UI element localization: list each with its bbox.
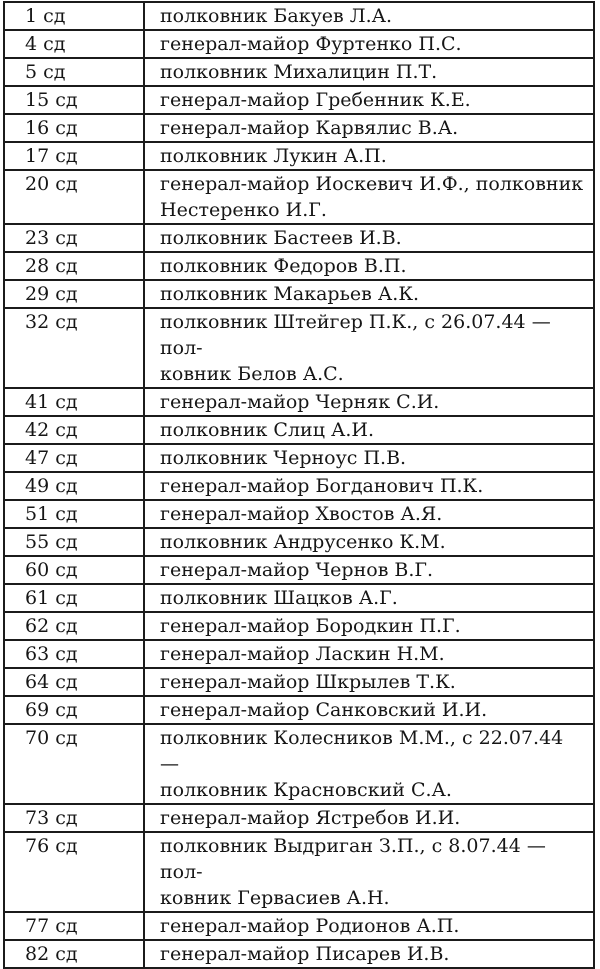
commander-cell: генерал-майор Санковский И.И. (143, 695, 595, 725)
division-cell: 73 сд (3, 803, 145, 833)
commander-cell: полковник Слиц А.И. (143, 415, 595, 445)
table-row: 16 сд генерал-майор Карвялис В.А. (3, 113, 595, 143)
table-row: 32 сд полковник Штейгер П.К., с 26.07.44… (3, 307, 595, 389)
table-row: 5 сд полковник Михалицин П.Т. (3, 57, 595, 87)
division-cell: 47 сд (3, 443, 145, 473)
division-cell: 42 сд (3, 415, 145, 445)
commander-cell: генерал-майор Карвялис В.А. (143, 113, 595, 143)
table-row: 17 сд полковник Лукин А.П. (3, 141, 595, 171)
division-cell: 64 сд (3, 667, 145, 697)
commander-cell: генерал-майор Богданович П.К. (143, 471, 595, 501)
table-row: 51 сд генерал-майор Хвостов А.Я. (3, 499, 595, 529)
commander-cell: генерал-майор Гребенник К.Е. (143, 85, 595, 115)
table-row: 49 сд генерал-майор Богданович П.К. (3, 471, 595, 501)
commander-cell: полковник Бакуев Л.А. (143, 1, 595, 31)
commander-cell: генерал-майор Ястребов И.И. (143, 803, 595, 833)
commander-cell: генерал-майор Шкрылев Т.К. (143, 667, 595, 697)
division-cell: 63 сд (3, 639, 145, 669)
table-row: 4 сд генерал-майор Фуртенко П.С. (3, 29, 595, 59)
table-row: 73 сд генерал-майор Ястребов И.И. (3, 803, 595, 833)
division-cell: 60 сд (3, 555, 145, 585)
table-row: 62 сд генерал-майор Бородкин П.Г. (3, 611, 595, 641)
table-row: 29 сд полковник Макарьев А.К. (3, 279, 595, 309)
commander-cell: полковник Лукин А.П. (143, 141, 595, 171)
commander-cell: генерал-майор Хвостов А.Я. (143, 499, 595, 529)
commander-cell: полковник Колесников М.М., с 22.07.44 — … (143, 723, 595, 805)
table-row: 60 сд генерал-майор Чернов В.Г. (3, 555, 595, 585)
division-cell: 41 сд (3, 387, 145, 417)
division-cell: 29 сд (3, 279, 145, 309)
division-cell: 28 сд (3, 251, 145, 281)
division-cell: 70 сд (3, 723, 145, 805)
division-cell: 16 сд (3, 113, 145, 143)
division-cell: 62 сд (3, 611, 145, 641)
commander-cell: полковник Федоров В.П. (143, 251, 595, 281)
division-cell: 49 сд (3, 471, 145, 501)
commander-cell: полковник Михалицин П.Т. (143, 57, 595, 87)
division-cell: 20 сд (3, 169, 145, 225)
commander-cell: полковник Черноус П.В. (143, 443, 595, 473)
table-row: 28 сд полковник Федоров В.П. (3, 251, 595, 281)
table-row: 42 сд полковник Слиц А.И. (3, 415, 595, 445)
commander-cell: генерал-майор Бородкин П.Г. (143, 611, 595, 641)
table-row: 69 сд генерал-майор Санковский И.И. (3, 695, 595, 725)
table-row: 23 сд полковник Бастеев И.В. (3, 223, 595, 253)
commander-cell: генерал-майор Черняк С.И. (143, 387, 595, 417)
table-row: 41 сд генерал-майор Черняк С.И. (3, 387, 595, 417)
division-cell: 1 сд (3, 1, 145, 31)
division-cell: 82 сд (3, 939, 145, 969)
table-row: 47 сд полковник Черноус П.В. (3, 443, 595, 473)
table-row: 70 сд полковник Колесников М.М., с 22.07… (3, 723, 595, 805)
division-cell: 61 сд (3, 583, 145, 613)
table-row: 20 сд генерал-майор Иоскевич И.Ф., полко… (3, 169, 595, 225)
table-row: 1 сд полковник Бакуев Л.А. (3, 1, 595, 31)
division-cell: 15 сд (3, 85, 145, 115)
division-cell: 17 сд (3, 141, 145, 171)
division-cell: 77 сд (3, 911, 145, 941)
table-row: 63 сд генерал-майор Ласкин Н.М. (3, 639, 595, 669)
division-cell: 69 сд (3, 695, 145, 725)
division-cell: 23 сд (3, 223, 145, 253)
division-cell: 55 сд (3, 527, 145, 557)
table-row: 64 сд генерал-майор Шкрылев Т.К. (3, 667, 595, 697)
division-cell: 32 сд (3, 307, 145, 389)
table-row: 15 сд генерал-майор Гребенник К.Е. (3, 85, 595, 115)
commander-cell: генерал-майор Писарев И.В. (143, 939, 595, 969)
commander-cell: генерал-майор Ласкин Н.М. (143, 639, 595, 669)
commander-cell: полковник Штейгер П.К., с 26.07.44 — пол… (143, 307, 595, 389)
table-body: 1 сд полковник Бакуев Л.А. 4 сд генерал-… (3, 1, 595, 969)
commander-cell: полковник Шацков А.Г. (143, 583, 595, 613)
commander-cell: полковник Бастеев И.В. (143, 223, 595, 253)
table-row: 76 сд полковник Выдриган З.П., с 8.07.44… (3, 831, 595, 913)
division-cell: 76 сд (3, 831, 145, 913)
division-cell: 5 сд (3, 57, 145, 87)
commander-cell: генерал-майор Родионов А.П. (143, 911, 595, 941)
division-cell: 51 сд (3, 499, 145, 529)
division-commanders-table: 1 сд полковник Бакуев Л.А. 4 сд генерал-… (3, 1, 595, 969)
commander-cell: генерал-майор Фуртенко П.С. (143, 29, 595, 59)
division-cell: 4 сд (3, 29, 145, 59)
table-row: 82 сд генерал-майор Писарев И.В. (3, 939, 595, 969)
commander-cell: полковник Выдриган З.П., с 8.07.44 — пол… (143, 831, 595, 913)
commander-cell: генерал-майор Чернов В.Г. (143, 555, 595, 585)
table-row: 61 сд полковник Шацков А.Г. (3, 583, 595, 613)
commander-cell: полковник Андрусенко К.М. (143, 527, 595, 557)
commander-cell: полковник Макарьев А.К. (143, 279, 595, 309)
table-row: 55 сд полковник Андрусенко К.М. (3, 527, 595, 557)
commander-cell: генерал-майор Иоскевич И.Ф., полковник Н… (143, 169, 595, 225)
table-row: 77 сд генерал-майор Родионов А.П. (3, 911, 595, 941)
